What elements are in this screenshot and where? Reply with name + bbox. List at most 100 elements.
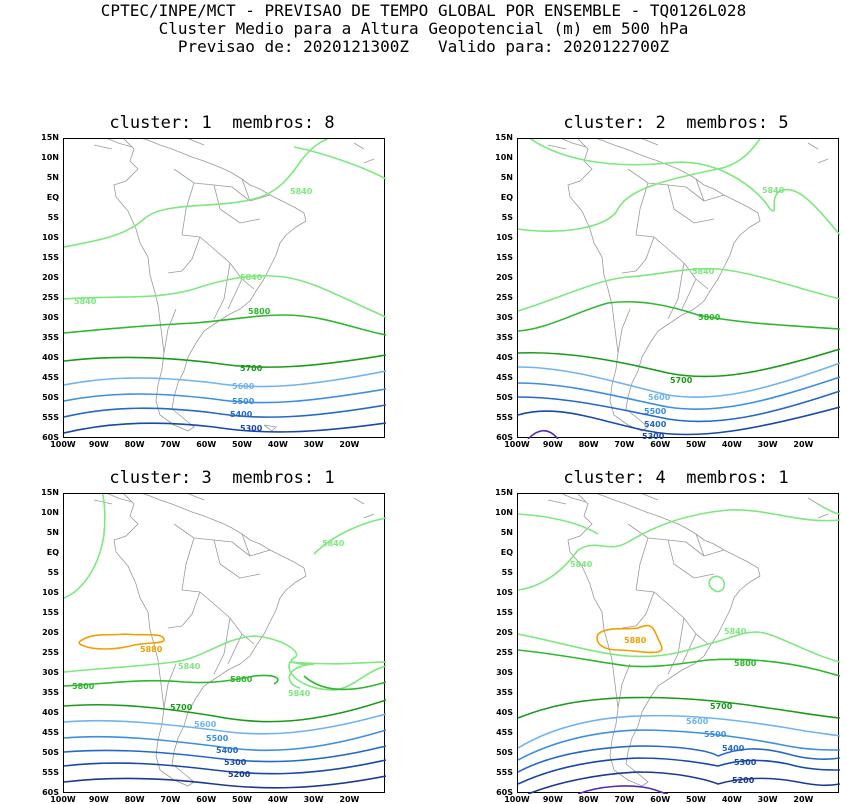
map-frame-4: 5840 5880 5840 5800 5700 5600 5500 5400 … [517,493,840,794]
lon-tick-label: 60W [196,440,217,449]
contour-5600 [64,713,386,735]
contour-label: 5700 [670,376,693,385]
lat-tick-label: 15N [495,133,513,142]
contour-label: 5300 [240,424,263,433]
panel-3-title: cluster: 3 membros: 1 [109,468,335,488]
figure-title-line-1: CPTEC/INPE/MCT - PREVISAO DE TEMPO GLOBA… [100,1,747,20]
lon-tick-label: 100W [504,440,530,449]
lat-tick-label: 15N [495,488,513,497]
contour-label: 5700 [240,364,263,373]
contour-label: 5500 [644,407,667,416]
lat-tick-label: 45S [42,373,59,382]
contour-5400 [64,404,386,418]
contour-label: 5800 [734,659,757,668]
lat-tick-label: EQ [500,193,513,202]
lon-tick-label: 100W [50,795,76,804]
contour-label: 5200 [732,776,755,785]
lon-tick-label: 70W [614,795,635,804]
lon-tick-label: 80W [578,795,599,804]
lon-tick-label: 30W [757,440,778,449]
contour-label: 5500 [206,734,229,743]
contour-5300 [64,759,386,775]
contour-label: 5840 [322,539,345,548]
contour-label: 5600 [194,720,217,729]
contour-5400 [64,745,386,763]
lat-tick-label: 10N [495,153,513,162]
lon-tick-label: 70W [160,795,181,804]
lat-tick-label: 10S [496,233,513,242]
continent-outline [93,139,375,432]
lon-tick-label: 60W [196,795,217,804]
figure-title-line-3: Previsao de: 2020121300Z Valido para: 20… [177,37,670,56]
lon-tick-label: 80W [578,440,599,449]
lat-tick-label: EQ [46,548,59,557]
contour-label: 5840 [240,273,263,282]
lon-tick-label: 80W [124,795,145,804]
contour-label: 5840 [570,560,593,569]
map-frame-1: 5840 5840 5840 5800 5700 5600 5500 5400 … [63,138,386,438]
contour-5840-east [293,146,386,180]
lon-tick-label: 50W [686,440,706,449]
contour-label: 5600 [232,382,255,391]
lon-tick-label: 70W [614,440,635,449]
contour-5840-ne [313,517,386,555]
contour-5300 [518,757,840,785]
lat-tick-label: 10N [41,508,59,517]
contour-5400 [518,390,840,423]
lon-tick-label: 30W [303,440,324,449]
contour-label: 5400 [644,420,667,429]
contour-label: 5400 [216,746,239,755]
contour-5800 [64,314,386,336]
contour-label: 5300 [734,758,757,767]
lat-tick-label: 5S [47,213,59,222]
lat-tick-label: 10S [496,588,513,597]
lat-tick-label: 40S [496,353,513,362]
contour-5840-nw [518,513,599,535]
lat-tick-label: 15S [496,608,513,617]
contour-lines [518,139,840,439]
lat-tick-label: 25S [496,293,513,302]
lat-tick-label: 35S [496,333,513,342]
lon-tick-label: 50W [686,795,706,804]
contour-label: 5300 [224,758,247,767]
map-canvas-4: 5840 5880 5840 5800 5700 5600 5500 5400 … [518,494,840,794]
lon-tick-label: 100W [504,795,530,804]
contour-5700 [518,348,840,378]
lon-tick-label: 90W [88,440,109,449]
contour-label: 5800 [698,313,721,322]
lat-tick-label: 30S [42,668,59,677]
contour-label: 5880 [140,645,163,654]
contour-label: 5700 [710,702,733,711]
lon-tick-label: 60W [650,795,671,804]
lat-tick-label: EQ [46,193,59,202]
contour-label: 5840 [692,267,715,276]
panel-2-title: cluster: 2 membros: 5 [563,113,789,133]
lon-tick-label: 40W [267,440,288,449]
lon-tick-label: 90W [542,440,563,449]
lat-tick-label: 5S [47,568,59,577]
lat-tick-label: 15N [41,133,59,142]
contour-lines [64,139,386,434]
contour-label: 5200 [228,770,251,779]
lat-tick-label: 50S [42,393,59,402]
lon-tick-label: 20W [339,440,360,449]
lon-tick-label: 40W [721,795,742,804]
contour-labels: 5840 5840 5840 5800 5700 5600 5500 5400 … [74,187,313,433]
lon-tick-label: 80W [124,440,145,449]
lat-tick-label: 55S [42,768,59,777]
contour-lines [64,494,386,789]
contour-label: 5840 [74,297,97,306]
lat-tick-label: 50S [496,393,513,402]
contour-label: 5840 [288,689,311,698]
map-frame-2: 5840 5840 5800 5700 5600 5500 5400 5300 [517,138,840,439]
lat-tick-label: 40S [42,353,59,362]
contour-label: 5800 [72,682,95,691]
contour-5840-south [64,274,386,318]
contour-5300 [518,406,840,436]
lat-tick-label: 45S [496,728,513,737]
lon-tick-label: 50W [232,795,252,804]
contour-5500 [64,729,386,752]
lat-tick-label: 45S [496,373,513,382]
lat-tick-label: 10S [42,233,59,242]
lat-tick-label: 15N [41,488,59,497]
